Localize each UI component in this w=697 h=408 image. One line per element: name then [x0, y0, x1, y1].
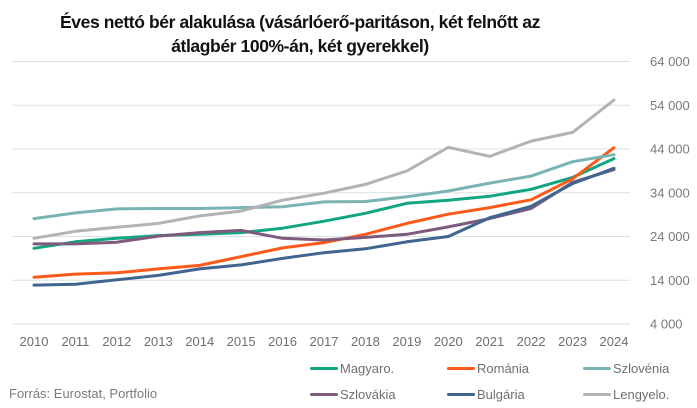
x-tick-label: 2017	[310, 334, 339, 349]
y-tick-label: 24 000	[650, 229, 690, 244]
x-tick-label: 2021	[475, 334, 504, 349]
x-tick-label: 2015	[227, 334, 256, 349]
x-tick-label: 2024	[600, 334, 629, 349]
x-tick-label: 2022	[517, 334, 546, 349]
x-tick-label: 2014	[185, 334, 214, 349]
line-chart: 4 000 14 000 24 000 34 000 44 000 54 000 64 00…	[12, 54, 690, 349]
y-tick-label: 44 000	[650, 142, 690, 157]
legend-swatch	[447, 392, 475, 396]
chart-title-line-1: Éves nettó bér alakulása (vásárlóerő-par…	[60, 12, 540, 32]
y-tick-label: 54 000	[650, 98, 690, 113]
series-line-szlov-nia	[32, 153, 616, 221]
x-tick-label: 2016	[268, 334, 297, 349]
x-tick-label: 2018	[351, 334, 380, 349]
legend-item: Szlovénia	[583, 360, 669, 376]
legend-swatch	[310, 366, 338, 370]
legend-label: Bulgária	[477, 386, 525, 402]
chart-title: Éves nettó bér alakulása (vásárlóerő-par…	[0, 10, 600, 58]
legend-label: Szlovénia	[613, 360, 670, 376]
legend-label: Románia	[477, 360, 530, 376]
x-tick-label: 2019	[392, 334, 421, 349]
x-tick-label: 2013	[144, 334, 173, 349]
legend-label: Magyaro.	[340, 360, 395, 376]
series-line-magyaro	[32, 157, 616, 250]
legend-item: Szlovákia	[310, 386, 396, 402]
series-line-rom-nia	[32, 146, 616, 279]
series-lines	[32, 98, 616, 287]
x-tick-label: 2011	[61, 334, 89, 349]
legend-item: Bulgária	[447, 386, 525, 402]
series-line-lengyelo	[32, 98, 616, 240]
x-tick-label: 2012	[102, 334, 131, 349]
y-tick-label: 14 000	[650, 273, 690, 288]
x-tick-label: 2020	[434, 334, 463, 349]
y-tick-label: 34 000	[650, 185, 690, 200]
x-tick-label: 2023	[558, 334, 587, 349]
legend-item: Románia	[447, 360, 529, 376]
legend-label: Lengyelo.	[613, 386, 670, 402]
y-axis-ticks: 4 000 14 000 24 000 34 000 44 000 54 000 64 00…	[650, 54, 690, 332]
x-tick-label: 2010	[20, 334, 49, 349]
y-tick-label: 4 000	[650, 317, 683, 332]
legend-item: Lengyelo.	[583, 386, 669, 402]
chart-title-line-2: átlagbér 100%-án, két gyerekkel)	[171, 36, 429, 56]
legend-swatch	[583, 366, 611, 370]
legend-swatch	[447, 366, 475, 370]
legend-swatch	[583, 392, 611, 396]
x-axis-ticks: 2010 2011 2012 2013 2014 2015 2016 2017 2018 2019…	[20, 334, 629, 349]
y-tick-label: 64 000	[650, 54, 690, 69]
series-line-szlov-kia	[32, 168, 616, 246]
legend-label: Szlovákia	[340, 386, 396, 402]
series-line-bulg-ria	[32, 166, 616, 287]
legend-item: Magyaro.	[310, 360, 394, 376]
source-note: Forrás: Eurostat, Portfolio	[9, 386, 158, 401]
legend-swatch	[310, 392, 338, 396]
